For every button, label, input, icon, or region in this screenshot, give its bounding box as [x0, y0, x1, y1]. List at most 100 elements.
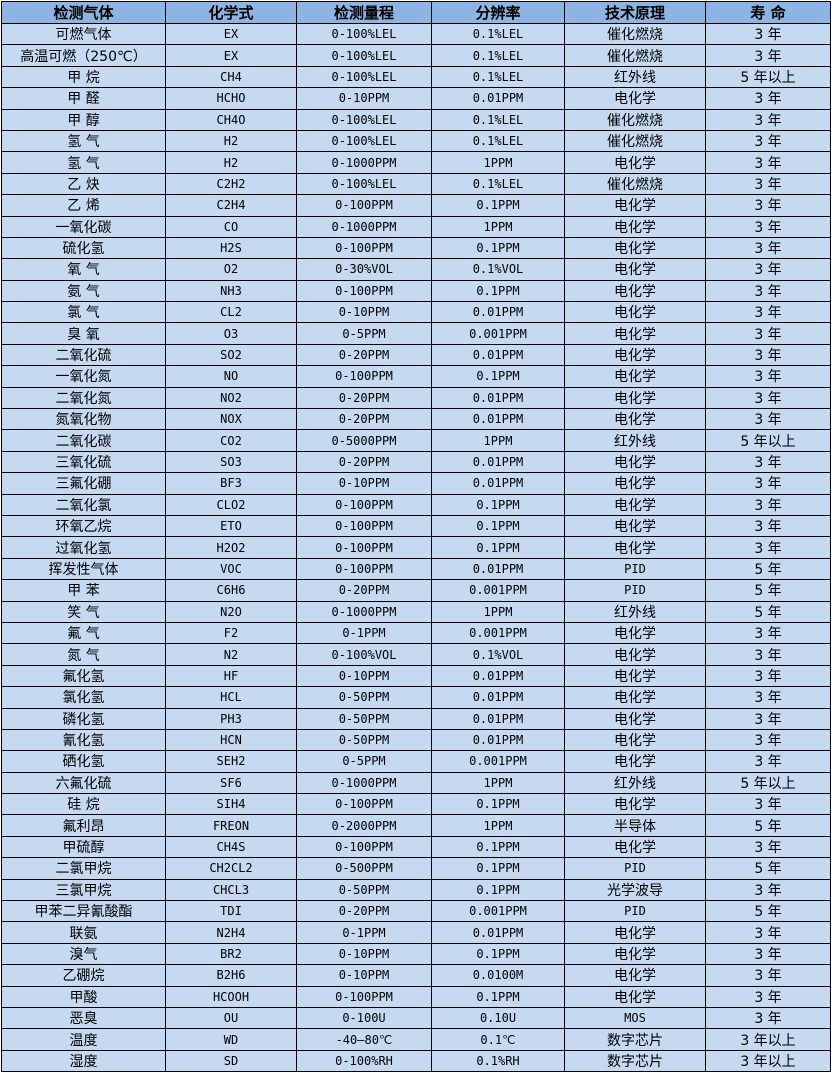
resolution-cell: 0.001PPM [431, 750, 565, 773]
range-cell: 0-100PPM [296, 536, 432, 559]
formula-cell: F2 [165, 621, 297, 645]
lifespan-cell: 3 年 [705, 408, 831, 431]
resolution-cell: 0.1PPM [431, 279, 565, 303]
header-resolution: 分辨率 [431, 1, 565, 24]
range-cell: 0-100U [296, 1006, 432, 1030]
resolution-cell: 0.1PPM [431, 493, 565, 516]
resolution-cell: 0.01PPM [431, 728, 565, 752]
table-row: 乙 炔 C2H2 0-100%LEL 0.1%LEL 催化燃烧 3 年 [1, 172, 831, 196]
resolution-cell: 0.01PPM [431, 664, 565, 688]
principle-cell: PID [564, 900, 706, 923]
range-cell: 0-10PPM [296, 964, 432, 987]
resolution-cell: 0.1PPM [431, 194, 565, 217]
lifespan-cell: 3 年 [705, 365, 831, 388]
header-principle: 技术原理 [564, 1, 706, 24]
header-range: 检测量程 [296, 1, 432, 24]
principle-cell: 催化燃烧 [564, 129, 706, 153]
formula-cell: CH4S [165, 835, 297, 859]
lifespan-cell: 5 年 [705, 557, 831, 581]
lifespan-cell: 3 年 [705, 108, 831, 131]
principle-cell: 电化学 [564, 835, 706, 859]
range-cell: 0-30%VOL [296, 258, 432, 281]
lifespan-cell: 3 年 [705, 236, 831, 260]
lifespan-cell: 3 年以上 [705, 1049, 831, 1073]
principle-cell: 电化学 [564, 793, 706, 816]
resolution-cell: 0.1%LEL [431, 172, 565, 196]
formula-cell: ETO [165, 514, 297, 538]
table-row: 过氧化氢 H2O2 0-100PPM 0.1PPM 电化学 3 年 [1, 536, 831, 559]
principle-cell: 电化学 [564, 386, 706, 410]
resolution-cell: 0.01PPM [431, 386, 565, 410]
formula-cell: SO3 [165, 450, 297, 474]
resolution-cell: 1PPM [431, 215, 565, 238]
principle-cell: 电化学 [564, 322, 706, 345]
formula-cell: WD [165, 1028, 297, 1051]
range-cell: 0-50PPM [296, 878, 432, 902]
gas-name-cell: 氟 气 [1, 621, 166, 645]
range-cell: 0-20PPM [296, 343, 432, 367]
lifespan-cell: 5 年 [705, 857, 831, 880]
header-row: 检测气体 化学式 检测量程 分辨率 技术原理寿 命 [1, 1, 831, 24]
formula-cell: EX [165, 44, 297, 67]
formula-cell: SIH4 [165, 793, 297, 816]
principle-cell: 红外线 [564, 771, 706, 795]
lifespan-cell: 3 年 [705, 942, 831, 966]
lifespan-cell: 5 年 [705, 814, 831, 837]
gas-name-cell: 氯化氢 [1, 686, 166, 709]
resolution-cell: 0.1%LEL [431, 108, 565, 131]
range-cell: 0-100%LEL [296, 172, 432, 196]
lifespan-cell: 5 年 [705, 600, 831, 623]
resolution-cell: 0.1PPM [431, 942, 565, 966]
lifespan-cell: 3 年 [705, 322, 831, 345]
formula-cell: O2 [165, 258, 297, 281]
range-cell: 0-1000PPM [296, 215, 432, 238]
table-row: 氰化氢 HCN 0-50PPM 0.01PPM 电化学 3 年 [1, 728, 831, 752]
formula-cell: NO [165, 365, 297, 388]
resolution-cell: 0.01PPM [431, 686, 565, 709]
resolution-cell: 0.0100M [431, 964, 565, 987]
range-cell: 0-100PPM [296, 793, 432, 816]
formula-cell: H2O2 [165, 536, 297, 559]
range-cell: 0-100PPM [296, 236, 432, 260]
table-row: 二氧化硫 SO2 0-20PPM 0.01PPM 电化学 3 年 [1, 343, 831, 367]
gas-name-cell: 湿度 [1, 1049, 166, 1073]
lifespan-cell: 3 年 [705, 707, 831, 730]
table-row: 溴气 BR2 0-10PPM 0.1PPM 电化学 3 年 [1, 942, 831, 966]
table-row: 氟利昂 FREON 0-2000PPM 1PPM 半导体 5 年 [1, 814, 831, 837]
principle-cell: 红外线 [564, 600, 706, 623]
header-formula: 化学式 [165, 1, 297, 24]
header-lifespan: 寿 命 [705, 1, 831, 24]
lifespan-cell: 3 年 [705, 172, 831, 196]
formula-cell: H2 [165, 151, 297, 174]
formula-cell: NO2 [165, 386, 297, 410]
gas-name-cell: 氧 气 [1, 258, 166, 281]
resolution-cell: 0.1PPM [431, 878, 565, 902]
lifespan-cell: 5 年以上 [705, 65, 831, 89]
table-row: 甲 醛 HCHO 0-10PPM 0.01PPM 电化学 3 年 [1, 87, 831, 110]
gas-name-cell: 氟利昂 [1, 814, 166, 837]
resolution-cell: 0.1%LEL [431, 44, 565, 67]
formula-cell: B2H6 [165, 964, 297, 987]
principle-cell: 电化学 [564, 87, 706, 110]
principle-cell: 电化学 [564, 236, 706, 260]
gas-name-cell: 氢 气 [1, 151, 166, 174]
lifespan-cell: 3 年 [705, 921, 831, 944]
table-row: 氢 气 H2 0-100%LEL 0.1%LEL 催化燃烧 3 年 [1, 129, 831, 153]
gas-name-cell: 甲苯二异氰酸酯 [1, 900, 166, 923]
lifespan-cell: 3 年 [705, 22, 831, 46]
table-row: 臭 氧 O3 0-5PPM 0.001PPM 电化学 3 年 [1, 322, 831, 345]
principle-cell: PID [564, 857, 706, 880]
lifespan-cell: 3 年 [705, 750, 831, 773]
table-row: 二氧化碳 CO2 0-5000PPM 1PPM 红外线 5 年以上 [1, 429, 831, 452]
gas-name-cell: 乙 烯 [1, 194, 166, 217]
table-row: 乙硼烷 B2H6 0-10PPM 0.0100M 电化学 3 年 [1, 964, 831, 987]
formula-cell: EX [165, 22, 297, 46]
range-cell: 0-100PPM [296, 985, 432, 1008]
resolution-cell: 1PPM [431, 600, 565, 623]
resolution-cell: 0.01PPM [431, 450, 565, 474]
table-row: 温度 WD -40—80℃ 0.1℃ 数字芯片 3 年以上 [1, 1028, 831, 1051]
table-row: 甲 苯 C6H6 0-20PPM 0.001PPM PID 5 年 [1, 579, 831, 602]
gas-name-cell: 过氧化氢 [1, 536, 166, 559]
formula-cell: NOX [165, 408, 297, 431]
range-cell: 0-1PPM [296, 621, 432, 645]
